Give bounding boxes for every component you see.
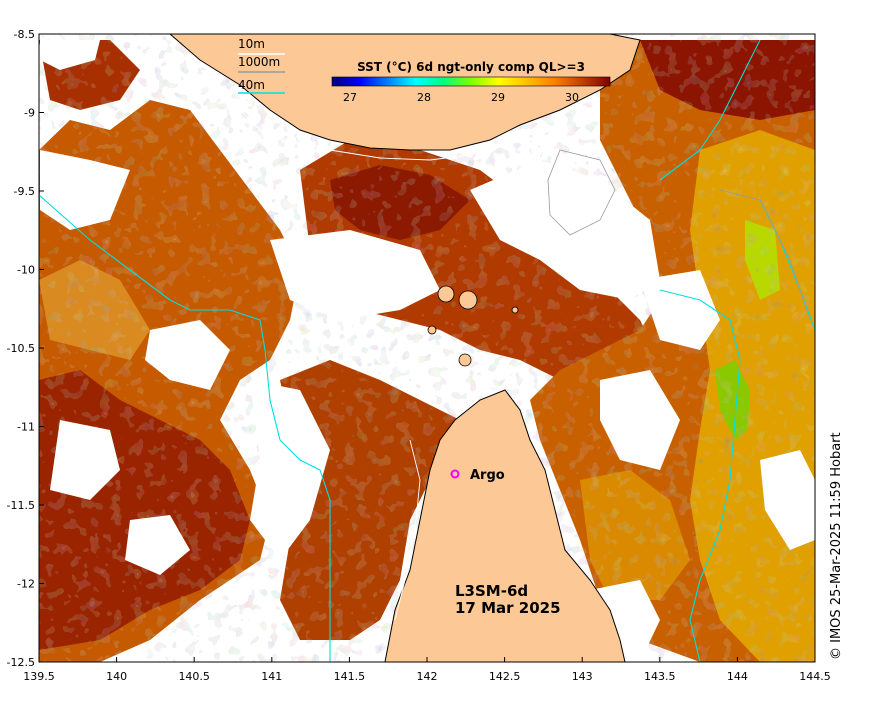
x-tick-label: 141 xyxy=(261,670,282,683)
land-new-guinea xyxy=(169,34,641,151)
land-masses xyxy=(169,34,641,662)
island-4 xyxy=(427,325,437,335)
island-3 xyxy=(458,353,472,367)
map-plot-area xyxy=(39,34,815,662)
colorbar: SST (°C) 6d ngt-only comp QL>=3 27 28 29… xyxy=(331,60,611,104)
x-tick-label: 140 xyxy=(106,670,127,683)
x-tick-label: 142 xyxy=(417,670,438,683)
y-tick-label: -9 xyxy=(24,107,35,120)
gap-central-2 xyxy=(250,380,330,560)
y-tick-label: -12.5 xyxy=(7,656,35,669)
x-tick-label: 143.5 xyxy=(644,670,676,683)
argo-float-icon[interactable] xyxy=(450,469,460,479)
island-5 xyxy=(511,306,519,314)
product-date: 17 Mar 2025 xyxy=(455,599,561,617)
colorbar-bar xyxy=(331,76,611,87)
argo-label: Argo xyxy=(470,468,505,483)
contour-1000m-2 xyxy=(719,189,811,321)
contour-10m-south xyxy=(394,439,421,621)
gap-east-3 xyxy=(760,450,815,550)
x-tick-label: 140.5 xyxy=(178,670,210,683)
gap-west-1 xyxy=(40,150,130,230)
y-tick-label: -10.5 xyxy=(7,342,35,355)
colorbar-title: SST (°C) 6d ngt-only comp QL>=3 xyxy=(357,60,585,74)
depth-legend-label-10m: 10m xyxy=(238,37,265,51)
depth-legend: 10m 1000m 40m xyxy=(238,37,285,94)
depth-legend-label-40m: 40m xyxy=(238,78,265,92)
x-tick-label: 142.5 xyxy=(489,670,521,683)
colorbar-tick-29: 29 xyxy=(491,91,505,104)
credit-text: © IMOS 25-Mar-2025 11:59 Hobart xyxy=(829,432,844,660)
contour-10m-coast xyxy=(214,79,511,161)
x-tick-label: 143 xyxy=(572,670,593,683)
colorbar-tick-28: 28 xyxy=(417,91,431,104)
y-tick-label: -10 xyxy=(17,264,35,277)
contour-1000m-1 xyxy=(547,149,616,236)
y-tick-label: -12 xyxy=(17,578,35,591)
colorbar-tick-30: 30 xyxy=(565,91,579,104)
x-tick-label: 144 xyxy=(727,670,748,683)
contour-40m-east-2 xyxy=(659,289,741,662)
x-tick-label: 139.5 xyxy=(23,670,55,683)
gap-west-2 xyxy=(145,320,230,390)
gap-west-3 xyxy=(50,420,120,500)
x-tick-label: 144.5 xyxy=(799,670,831,683)
gap-central-1 xyxy=(270,230,440,320)
depth-legend-label-1000m: 1000m xyxy=(238,55,280,69)
x-axis: 139.5 140 140.5 141 141.5 142 142.5 143 143.5 144… xyxy=(23,657,831,683)
gap-east-2 xyxy=(600,370,680,470)
torres-islands xyxy=(427,285,519,367)
y-tick-label: -8.5 xyxy=(14,28,35,41)
island-1 xyxy=(437,285,455,303)
gap-north-1 xyxy=(40,40,100,70)
product-label: L3SM-6d 17 Mar 2025 xyxy=(455,582,561,617)
y-tick-label: -9.5 xyxy=(14,185,35,198)
colorbar-tick-27: 27 xyxy=(343,91,357,104)
argo-marker[interactable]: Argo xyxy=(450,468,505,483)
x-tick-label: 141.5 xyxy=(334,670,366,683)
contour-1000m xyxy=(547,149,811,321)
y-axis: -8.5 -9 -9.5 -10 -10.5 -11 -11.5 -12 -12.5 xyxy=(7,28,44,669)
gap-west-4 xyxy=(125,515,190,575)
contour-40m-east-1 xyxy=(659,39,761,181)
contour-10m xyxy=(214,79,511,621)
y-tick-label: -11 xyxy=(17,421,35,434)
y-tick-label: -11.5 xyxy=(7,499,35,512)
land-cape-york xyxy=(384,389,626,662)
contour-40m-west xyxy=(39,194,331,662)
product-name: L3SM-6d xyxy=(455,582,528,600)
island-2 xyxy=(458,290,478,310)
